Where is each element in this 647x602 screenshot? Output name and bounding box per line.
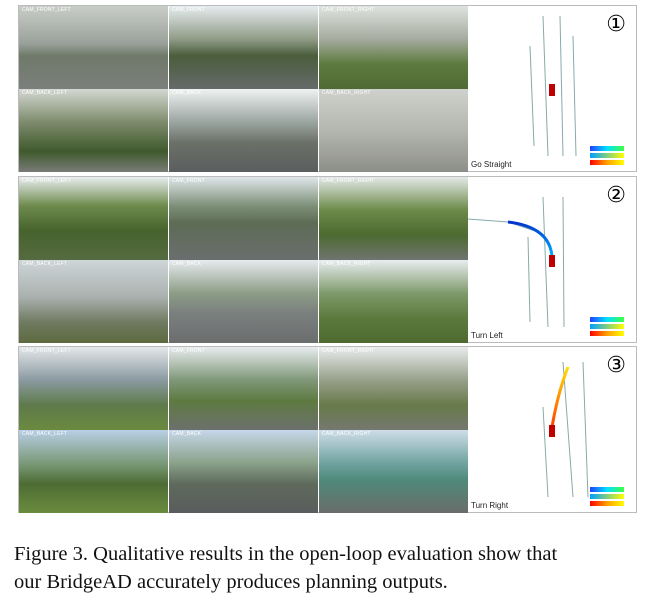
bev-map: ③ Turn Right	[468, 347, 636, 512]
panel-number: ①	[606, 12, 626, 37]
camera-image: CAM_BACK	[169, 430, 318, 513]
bev-map: ② Turn Left	[467, 177, 636, 342]
camera-label: CAM_BACK_LEFT	[22, 431, 68, 437]
trajectory	[507, 220, 554, 258]
camera-image: CAM_FRONT_LEFT	[19, 6, 168, 89]
camera-image: CAM_BACK_LEFT	[19, 430, 168, 513]
camera-label: CAM_BACK_LEFT	[22, 90, 68, 96]
camera-label: CAM_FRONT_LEFT	[22, 178, 71, 184]
legend-bar	[590, 331, 624, 336]
camera-image: CAM_BACK_RIGHT	[319, 430, 468, 513]
legend-bar	[590, 317, 624, 322]
legend-bar	[590, 153, 624, 158]
camera-label: CAM_FRONT_RIGHT	[322, 7, 375, 13]
bev-drawing	[529, 15, 577, 157]
bev-drawing	[542, 361, 589, 498]
camera-label: CAM_FRONT	[172, 7, 205, 13]
camera-label: CAM_BACK	[172, 90, 202, 96]
bev-map: ① Go Straight	[468, 6, 636, 171]
ego-vehicle	[549, 255, 555, 267]
legend-bar	[590, 146, 624, 151]
lane-line	[559, 15, 564, 157]
lane-line	[582, 361, 589, 498]
camera-image: CAM_BACK	[169, 260, 318, 343]
camera-label: CAM_BACK_RIGHT	[322, 431, 371, 437]
ego-vehicle	[549, 425, 555, 437]
camera-image: CAM_FRONT	[169, 347, 318, 430]
figure-panel: CAM_FRONT_LEFT CAM_FRONT CAM_FRONT_RIGHT CA…	[18, 5, 637, 172]
camera-image: CAM_BACK_RIGHT	[319, 89, 468, 172]
lane-line	[542, 406, 549, 498]
lane-line	[572, 35, 577, 157]
lane-line	[562, 361, 574, 498]
camera-image: CAM_FRONT_LEFT	[19, 177, 168, 260]
camera-image: CAM_BACK_LEFT	[19, 89, 168, 172]
camera-label: CAM_FRONT_LEFT	[22, 348, 71, 354]
ego-vehicle	[549, 84, 555, 96]
lane-line	[542, 196, 549, 328]
camera-image: CAM_FRONT_RIGHT	[319, 347, 468, 430]
figure-panel: CAM_FRONT_LEFT CAM_FRONT CAM_FRONT_RIGHT CA…	[18, 176, 637, 343]
driving-command: Go Straight	[471, 160, 512, 169]
camera-image: CAM_FRONT_RIGHT	[319, 6, 468, 89]
panel-number: ②	[606, 183, 626, 208]
legend-bar	[590, 494, 624, 499]
camera-image: CAM_BACK	[169, 89, 318, 172]
camera-image: CAM_FRONT_RIGHT	[319, 177, 468, 260]
camera-label: CAM_BACK_RIGHT	[322, 261, 371, 267]
camera-label: CAM_BACK_LEFT	[22, 261, 68, 267]
camera-label: CAM_FRONT_RIGHT	[322, 348, 375, 354]
camera-image: CAM_BACK_RIGHT	[319, 260, 468, 343]
camera-image: CAM_FRONT	[169, 177, 318, 260]
caption-line: Figure 3. Qualitative results in the ope…	[14, 543, 558, 565]
camera-label: CAM_BACK	[172, 261, 202, 267]
camera-label: CAM_FRONT	[172, 178, 205, 184]
lane-line	[562, 196, 565, 328]
legend-bar	[590, 501, 624, 506]
lane-line	[527, 236, 531, 323]
legend-bar	[590, 324, 624, 329]
legend-bar	[590, 487, 624, 492]
camera-label: CAM_FRONT_RIGHT	[322, 178, 375, 184]
camera-label: CAM_BACK	[172, 431, 202, 437]
lane-line	[529, 45, 535, 147]
camera-label: CAM_BACK_RIGHT	[322, 90, 371, 96]
driving-command: Turn Left	[471, 331, 503, 340]
camera-label: CAM_FRONT	[172, 348, 205, 354]
figure-panel: CAM_FRONT_LEFT CAM_FRONT CAM_FRONT_RIGHT CA…	[18, 346, 637, 513]
trajectory	[550, 366, 570, 428]
camera-image: CAM_FRONT_LEFT	[19, 347, 168, 430]
lane-line	[542, 15, 549, 157]
camera-label: CAM_FRONT_LEFT	[22, 7, 71, 13]
bev-drawing	[467, 196, 565, 328]
camera-image: CAM_FRONT	[169, 6, 318, 89]
legend-bar	[590, 160, 624, 165]
camera-image: CAM_BACK_LEFT	[19, 260, 168, 343]
caption-line: our BridgeAD accurately produces plannin…	[14, 571, 448, 593]
panel-number: ③	[606, 353, 626, 378]
driving-command: Turn Right	[471, 501, 509, 510]
